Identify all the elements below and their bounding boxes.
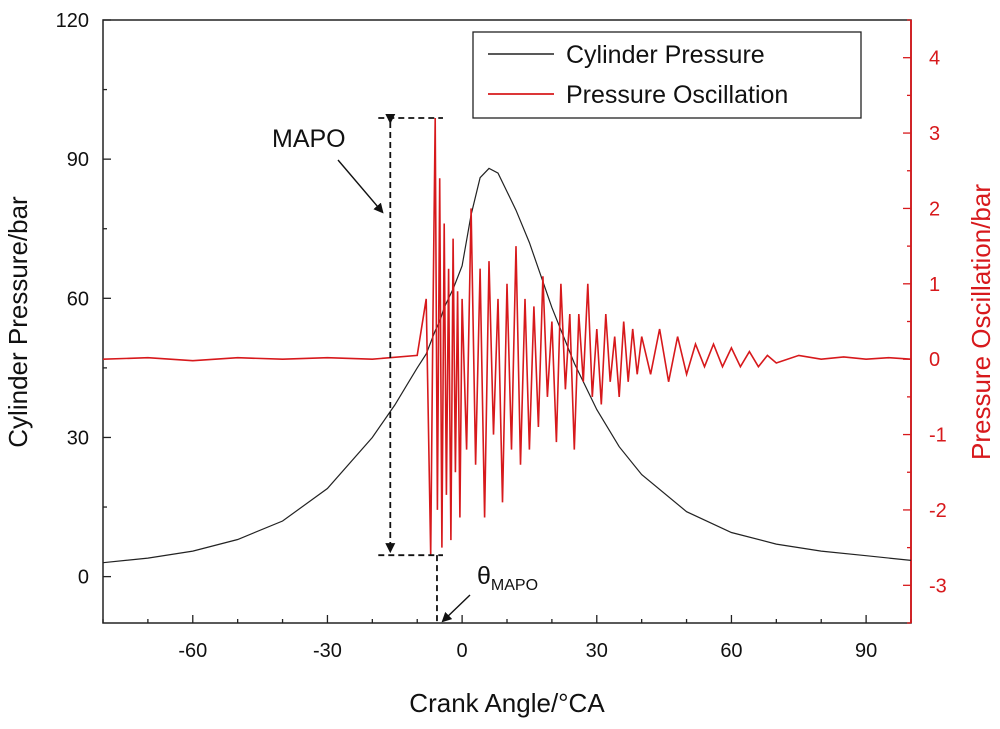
y-right-tick-label: 4 bbox=[929, 48, 940, 70]
series-line-cylinder-pressure bbox=[103, 167, 911, 564]
theta-symbol: θ bbox=[477, 562, 491, 590]
y-left-tick-label: 90 bbox=[67, 149, 89, 171]
y-left-axis-title: Cylinder Pressure/bar bbox=[3, 196, 33, 448]
legend-label-cylinder-pressure: Cylinder Pressure bbox=[566, 41, 765, 69]
y-right-tick-label: 0 bbox=[929, 349, 940, 371]
x-tick-label: 60 bbox=[720, 640, 742, 662]
y-right-tick-label: -2 bbox=[929, 500, 947, 522]
theta-mapo-annotation: θMAPO bbox=[436, 555, 538, 625]
series-line-pressure-oscillation bbox=[103, 117, 911, 556]
y-right-tick-label: 3 bbox=[929, 123, 940, 145]
x-tick-label: 0 bbox=[457, 640, 468, 662]
y-right-tick-label: -1 bbox=[929, 425, 947, 447]
x-tick-label: -30 bbox=[313, 640, 342, 662]
y-left-tick-label: 60 bbox=[67, 288, 89, 310]
mapo-pointer-arrow bbox=[337, 159, 384, 214]
y-right-tick-label: 1 bbox=[929, 274, 940, 296]
theta-subscript: MAPO bbox=[491, 577, 538, 594]
x-axis-title: Crank Angle/°CA bbox=[409, 688, 605, 718]
theta-mapo-label: θMAPO bbox=[477, 562, 538, 594]
y-left-axis-ticks: 0 30 60 90 120 bbox=[56, 10, 111, 589]
y-left-tick-label: 30 bbox=[67, 427, 89, 449]
x-tick-label: 30 bbox=[586, 640, 608, 662]
y-right-tick-label: 2 bbox=[929, 198, 940, 220]
y-left-tick-label: 0 bbox=[78, 567, 89, 589]
theta-mapo-pointer-arrow bbox=[441, 594, 471, 623]
x-tick-label: -60 bbox=[178, 640, 207, 662]
legend-label-pressure-oscillation: Pressure Oscillation bbox=[566, 81, 788, 109]
mapo-label: MAPO bbox=[272, 125, 346, 153]
legend-box bbox=[472, 31, 862, 119]
y-left-tick-label: 120 bbox=[56, 10, 89, 32]
x-tick-label: 90 bbox=[855, 640, 877, 662]
mapo-annotation: MAPO bbox=[272, 113, 443, 557]
legend: Cylinder Pressure Pressure Oscillation bbox=[472, 31, 862, 119]
y-right-tick-label: -3 bbox=[929, 575, 947, 597]
y-right-axis-ticks: -3 -2 -1 0 1 2 3 4 bbox=[903, 19, 947, 624]
x-axis-ticks: -60 -30 0 30 60 90 bbox=[102, 615, 912, 662]
y-right-axis-title: Pressure Oscillation/bar bbox=[966, 184, 996, 460]
